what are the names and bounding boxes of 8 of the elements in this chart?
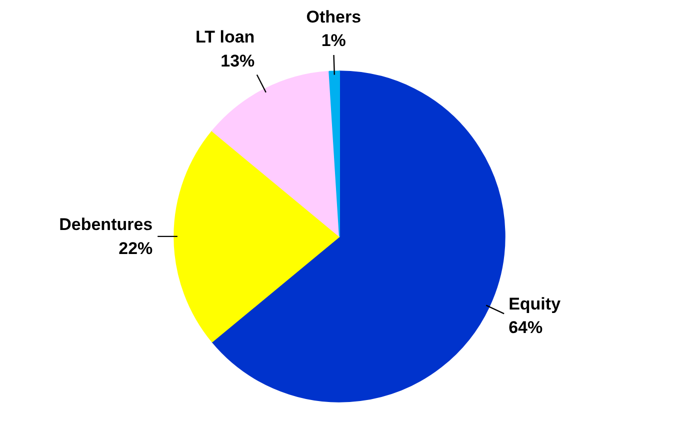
data-label: 22% [118,238,153,258]
data-label: 64% [508,318,543,338]
data-label: 1% [321,31,346,50]
data-label: 13% [220,51,255,70]
slice-label: Others [306,7,362,26]
slice-label: Debentures [59,215,153,234]
slice-label: LT loan [195,28,255,47]
slice-label: Equity [508,294,562,314]
